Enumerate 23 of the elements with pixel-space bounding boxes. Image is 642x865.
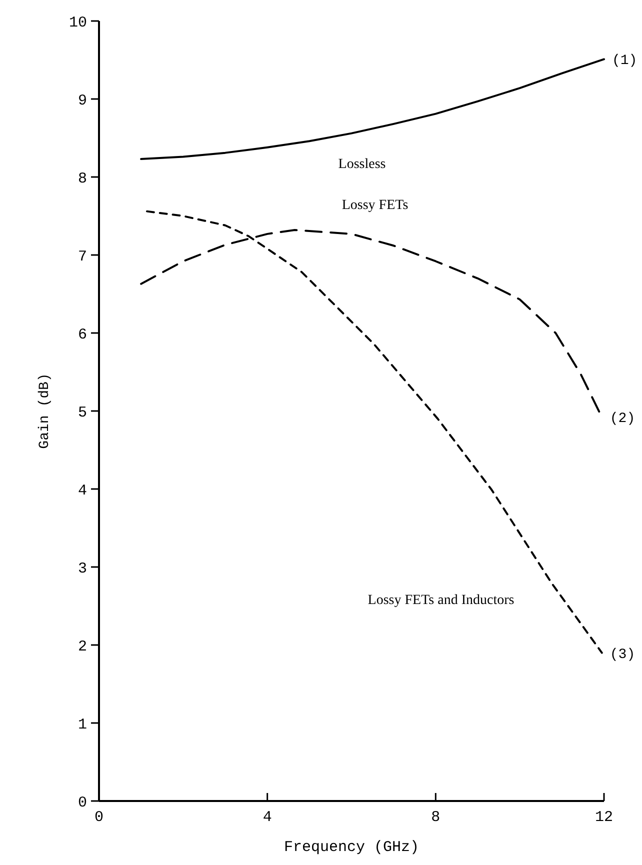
- x-tick-label: 12: [594, 809, 614, 826]
- y-tick-label: 0: [78, 794, 87, 812]
- y-tick-label: 4: [78, 482, 87, 500]
- y-tick-label: 2: [78, 638, 87, 656]
- y-tick-label: 5: [78, 404, 87, 422]
- y-tick-label: 3: [78, 560, 87, 578]
- y-tick-label: 9: [78, 92, 87, 110]
- x-tick-label: 4: [262, 809, 272, 826]
- y-tick-label: 10: [68, 14, 87, 32]
- annotation: Lossy FETs: [342, 198, 408, 213]
- x-axis-title: Frequency (GHz): [284, 839, 420, 856]
- y-tick-label: 1: [78, 716, 87, 734]
- series-label: (1): [612, 53, 638, 70]
- x-tick-label: 0: [94, 809, 104, 826]
- x-tick-label: 8: [431, 809, 440, 826]
- annotation: Lossy FETs and Inductors: [368, 592, 514, 608]
- series-label: (2): [610, 411, 636, 428]
- annotation: Lossless: [338, 156, 386, 172]
- series-label: (3): [610, 646, 636, 663]
- y-tick-label: 6: [78, 326, 87, 344]
- y-tick-label: 8: [78, 170, 87, 188]
- y-axis-title: Gain (dB): [37, 373, 53, 449]
- y-tick-label: 7: [78, 248, 87, 266]
